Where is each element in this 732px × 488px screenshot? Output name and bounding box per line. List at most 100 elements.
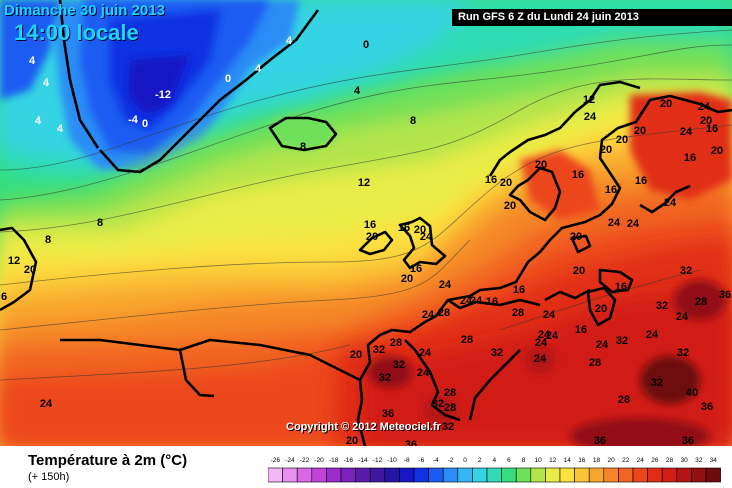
scale-swatch — [515, 467, 532, 483]
temperature-value-label: -4 — [128, 114, 139, 126]
temperature-value-label: 28 — [438, 307, 450, 319]
color-scale: -26 -24 -22 -20 -18 -16 -14 -12 -10 -8 -6 -4 -2 0 2 4 6 8… — [268, 457, 721, 483]
temperature-value-label: 32 — [442, 421, 454, 433]
temperature-value-label: 28 — [512, 307, 524, 319]
scale-tick-label: -26 — [271, 457, 281, 464]
forecast-date: Dimanche 30 juin 2013 — [4, 2, 165, 19]
scale-tick-label: 14 — [564, 457, 572, 464]
temperature-value-label: 32 — [491, 347, 503, 359]
scale-tick-label: 32 — [695, 457, 703, 464]
scale-tick-label: 10 — [534, 457, 542, 464]
temperature-value-label: 20 — [414, 224, 426, 236]
temperature-value-label: 20 — [24, 264, 36, 276]
temperature-value-label: 24 — [664, 197, 677, 209]
scale-swatch — [296, 467, 313, 483]
scale-tick-label: -10 — [387, 457, 397, 464]
temperature-value-label: 36 — [701, 401, 713, 413]
scale-swatch — [632, 467, 648, 483]
scale-tick-label: -2 — [448, 457, 454, 464]
temperature-value-label: 24 — [422, 309, 435, 321]
isotherms — [0, 29, 732, 381]
temperature-value-label: 32 — [393, 359, 405, 371]
temperature-value-label: 4 — [29, 55, 36, 67]
temperature-value-label: 32 — [616, 335, 628, 347]
temperature-value-label: 32 — [379, 372, 391, 384]
scale-swatch — [676, 467, 692, 483]
temperature-value-label: 4 — [354, 85, 361, 97]
temperature-value-label: 24 — [596, 339, 609, 351]
temperature-value-label: 16 — [615, 281, 627, 293]
temperature-value-label: 20 — [570, 231, 582, 243]
temperature-value-label: 20 — [500, 177, 512, 189]
scale-tick-label: -20 — [314, 457, 324, 464]
scale-swatch — [486, 467, 502, 483]
temperature-value-label: 24 — [608, 217, 621, 229]
temperature-value-label: 24 — [419, 347, 432, 359]
scale-tick-label: 4 — [492, 457, 496, 464]
temperature-value-label: 36 — [405, 439, 417, 446]
temperature-value-label: 24 — [40, 398, 53, 410]
temperature-value-label: 8 — [97, 217, 103, 229]
scale-tick-label: -14 — [358, 457, 368, 464]
temperature-value-label: 8 — [410, 115, 416, 127]
scale-swatch — [384, 467, 400, 483]
temperature-value-label: 24 — [535, 337, 548, 349]
scale-swatch — [574, 467, 590, 483]
scale-swatch — [399, 467, 415, 483]
scale-swatch — [311, 467, 327, 483]
temperature-value-label: 12 — [583, 94, 595, 106]
temperature-value-label: 40 — [686, 387, 698, 399]
temperature-value-label: 20 — [700, 115, 712, 127]
scale-swatch — [268, 467, 283, 483]
temperature-value-label: 24 — [680, 126, 693, 138]
temperature-value-label: 28 — [444, 402, 456, 414]
temperature-value-label: 20 — [711, 145, 723, 157]
scale-tick-label: -6 — [418, 457, 424, 464]
temperature-value-label: 16 — [575, 324, 587, 336]
temperature-value-label: 24 — [534, 353, 547, 365]
scale-swatch — [413, 467, 429, 483]
temperature-value-label: 8 — [300, 141, 306, 153]
scale-tick-label: 2 — [478, 457, 482, 464]
scale-swatch — [661, 467, 678, 483]
temperature-value-label: 16 — [572, 169, 584, 181]
legend-title: Température à 2m (°C) — [28, 452, 188, 469]
scale-tick-label: 20 — [607, 457, 615, 464]
temperature-value-label: 24 — [646, 329, 659, 341]
temperature-value-label: 16 — [635, 175, 647, 187]
scale-tick-label: 30 — [680, 457, 688, 464]
temperature-value-label: 24 — [439, 279, 452, 291]
temperature-value-label: 16 — [410, 263, 422, 275]
scale-tick-label: -18 — [329, 457, 339, 464]
temperature-value-label: 20 — [346, 435, 358, 446]
scale-tick-label: 34 — [710, 457, 718, 464]
temperature-value-label: 16 — [486, 296, 498, 308]
scale-tick-label: 0 — [463, 457, 467, 464]
temperature-value-label: 20 — [600, 144, 612, 156]
temperature-value-label: 24 — [676, 311, 689, 323]
scale-tick-label: -24 — [285, 457, 295, 464]
temperature-value-label: 24 — [627, 218, 640, 230]
temperature-value-label: 24 — [698, 101, 711, 113]
scale-tick-label: -8 — [404, 457, 410, 464]
temperature-value-label: -12 — [155, 89, 171, 101]
temperature-value-label: 24 — [417, 367, 430, 379]
temperature-value-label: 0 — [142, 118, 148, 130]
coastlines — [0, 0, 732, 446]
scale-tick-label: 12 — [549, 457, 557, 464]
scale-tick-label: 16 — [578, 457, 586, 464]
temperature-value-label: 16 — [706, 123, 718, 135]
temperature-value-label: 28 — [461, 334, 473, 346]
scale-swatch — [282, 467, 298, 483]
scale-tick-label: 28 — [666, 457, 674, 464]
temperature-value-label: 24 — [420, 231, 433, 243]
scale-tick-label: 22 — [622, 457, 630, 464]
scale-tick-label: 18 — [593, 457, 601, 464]
temperature-value-label: 20 — [660, 98, 672, 110]
temperature-value-label: 0 — [225, 73, 231, 85]
temperature-value-label: 36 — [594, 435, 606, 446]
temperature-value-label: 20 — [616, 134, 628, 146]
temperature-value-label: 20 — [595, 303, 607, 315]
temperature-value-label: 32 — [680, 265, 692, 277]
temperature-value-label: 20 — [366, 231, 378, 243]
